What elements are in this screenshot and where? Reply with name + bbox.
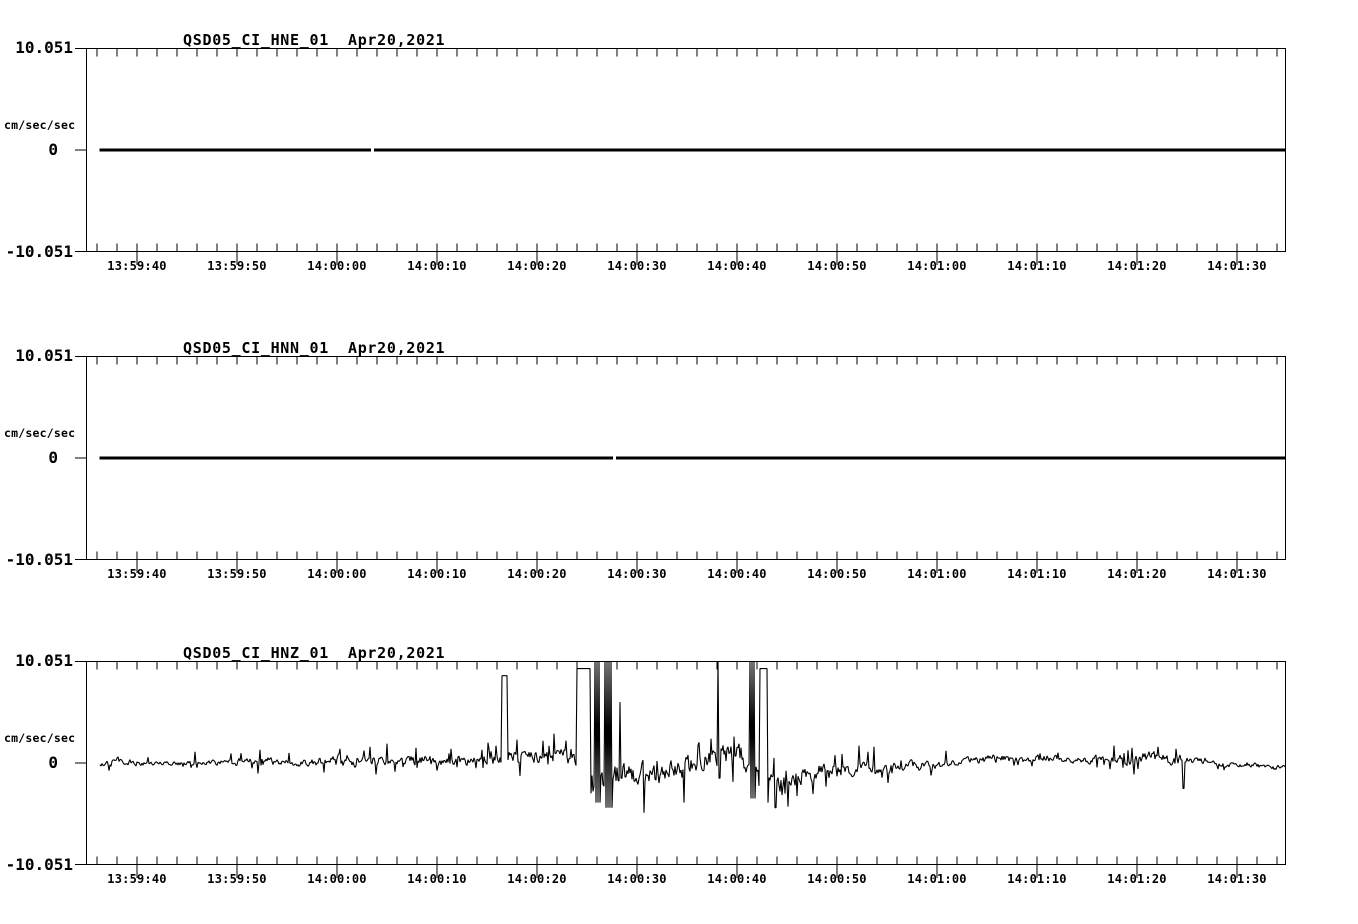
channel-label: QSD05_CI_HNZ_01 [183, 644, 329, 662]
x-tick-label: 14:00:00 [307, 567, 367, 581]
x-tick-label: 14:00:10 [407, 872, 467, 886]
x-tick-label: 14:00:40 [707, 259, 767, 273]
date-label: Apr20,2021 [347, 644, 446, 662]
x-tick-label: 14:01:10 [1007, 872, 1067, 886]
panel-title: QSD05_CI_HNZ_01 Apr20,2021 [183, 644, 445, 662]
x-tick-label: 14:00:10 [407, 567, 467, 581]
x-tick-label: 14:00:30 [607, 567, 667, 581]
x-tick-label: 14:00:20 [507, 567, 567, 581]
x-tick-label: 13:59:50 [207, 567, 267, 581]
y-axis-max-label: 10.051 [15, 346, 73, 365]
x-axis-labels: 13:59:40 13:59:50 14:00:00 14:00:10 14:00:20… [0, 567, 1358, 583]
y-axis-zero-label: 0 [48, 140, 58, 159]
y-axis-min-label: -10.051 [5, 550, 73, 569]
x-tick-label: 14:00:40 [707, 872, 767, 886]
x-tick-label: 14:00:30 [607, 259, 667, 273]
panel-title: QSD05_CI_HNN_01 Apr20,2021 [183, 339, 445, 357]
panel-title: QSD05_CI_HNE_01 Apr20,2021 [183, 31, 445, 49]
x-tick-label: 14:01:30 [1207, 872, 1267, 886]
waveform-plot-hne [75, 48, 1286, 265]
date-label: Apr20,2021 [347, 31, 446, 49]
x-tick-label: 14:01:20 [1107, 872, 1167, 886]
y-axis-zero-label: 0 [48, 448, 58, 467]
y-axis-unit-label: cm/sec/sec [4, 426, 76, 440]
x-tick-label: 13:59:50 [207, 259, 267, 273]
x-tick-label: 14:01:00 [907, 872, 967, 886]
x-tick-label: 13:59:40 [107, 567, 167, 581]
x-tick-label: 13:59:40 [107, 259, 167, 273]
y-axis-zero-label: 0 [48, 753, 58, 772]
x-tick-label: 14:00:30 [607, 872, 667, 886]
x-tick-label: 14:00:50 [807, 567, 867, 581]
x-tick-label: 14:00:20 [507, 259, 567, 273]
x-tick-label: 14:01:30 [1207, 567, 1267, 581]
x-tick-label: 14:01:30 [1207, 259, 1267, 273]
waveform-plot-hnn [75, 356, 1286, 573]
y-axis-min-label: -10.051 [5, 242, 73, 261]
y-axis-unit-label: cm/sec/sec [4, 731, 76, 745]
x-tick-label: 14:01:00 [907, 567, 967, 581]
x-tick-label: 14:01:20 [1107, 259, 1167, 273]
channel-label: QSD05_CI_HNN_01 [183, 339, 329, 357]
y-axis-max-label: 10.051 [15, 651, 73, 670]
waveform-plot-hnz [75, 661, 1286, 878]
x-tick-label: 14:00:00 [307, 872, 367, 886]
x-tick-label: 14:00:50 [807, 259, 867, 273]
x-tick-label: 14:01:10 [1007, 567, 1067, 581]
x-tick-label: 14:00:50 [807, 872, 867, 886]
x-tick-label: 14:01:00 [907, 259, 967, 273]
y-axis-max-label: 10.051 [15, 38, 73, 57]
x-tick-label: 13:59:40 [107, 872, 167, 886]
x-tick-label: 13:59:50 [207, 872, 267, 886]
x-axis-labels: 13:59:40 13:59:50 14:00:00 14:00:10 14:00:20… [0, 872, 1358, 888]
date-label: Apr20,2021 [347, 339, 446, 357]
x-tick-label: 14:01:20 [1107, 567, 1167, 581]
x-tick-label: 14:01:10 [1007, 259, 1067, 273]
x-tick-label: 14:00:20 [507, 872, 567, 886]
x-axis-labels: 13:59:40 13:59:50 14:00:00 14:00:10 14:00:20… [0, 259, 1358, 275]
y-axis-min-label: -10.051 [5, 855, 73, 874]
x-tick-label: 14:00:00 [307, 259, 367, 273]
x-tick-label: 14:00:40 [707, 567, 767, 581]
channel-label: QSD05_CI_HNE_01 [183, 31, 329, 49]
y-axis-unit-label: cm/sec/sec [4, 118, 76, 132]
x-tick-label: 14:00:10 [407, 259, 467, 273]
